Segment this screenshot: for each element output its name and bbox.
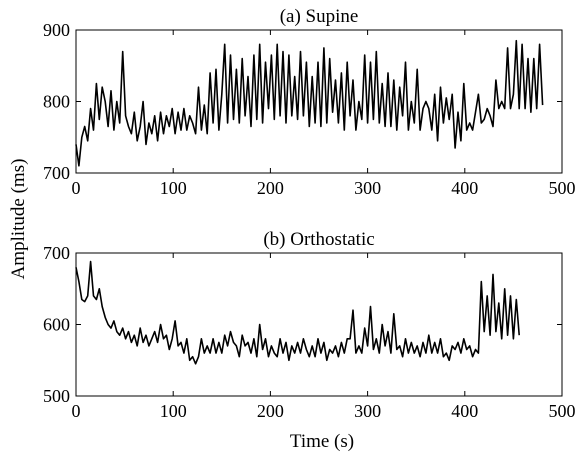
x-tick-label: 300 [354, 178, 381, 198]
chart-title: (b) Orthostatic [263, 229, 374, 250]
x-tick-label: 500 [549, 401, 576, 421]
series-line [75, 260, 520, 365]
x-tick-label: 200 [257, 178, 284, 198]
x-axis-label: Time (s) [290, 431, 354, 452]
y-tick-label: 600 [43, 315, 70, 335]
series-line [75, 39, 544, 167]
y-tick-label: 700 [43, 163, 70, 183]
x-tick-label: 500 [549, 178, 576, 198]
panel-orthostatic: (b) Orthostatic 0 100 200 300 400 500 500 600 700 [43, 229, 576, 421]
x-tick-label: 0 [72, 178, 81, 198]
x-tick-label: 0 [72, 401, 81, 421]
x-tick-label: 300 [354, 401, 381, 421]
x-tick-label: 100 [160, 401, 187, 421]
chart-title: (a) Supine [280, 6, 359, 27]
x-tick-label: 400 [451, 178, 478, 198]
x-tick-label: 200 [257, 401, 284, 421]
y-tick-label: 800 [43, 92, 70, 112]
y-axis-label: Amplitude (ms) [8, 159, 29, 280]
x-tick-label: 400 [451, 401, 478, 421]
y-tick-label: 500 [43, 386, 70, 406]
y-tick-label: 900 [43, 20, 70, 40]
x-tick-label: 100 [160, 178, 187, 198]
panel-supine: (a) Supine 0 100 200 300 400 500 700 800 900 [43, 6, 576, 198]
y-tick-label: 700 [43, 243, 70, 263]
